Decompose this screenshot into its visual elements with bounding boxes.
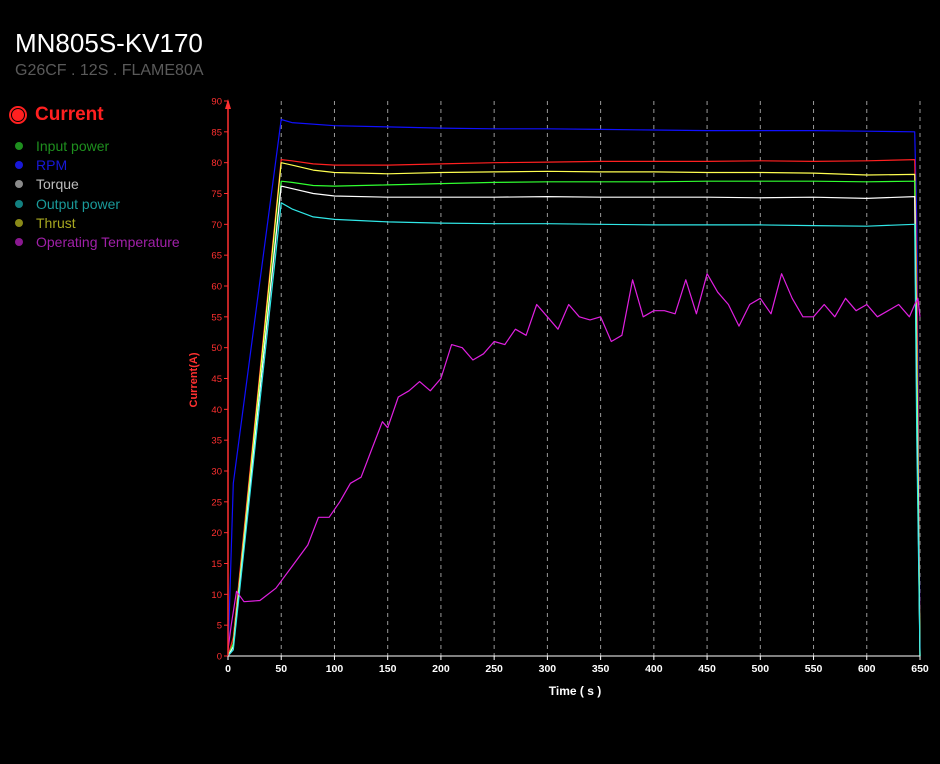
x-tick-label-200: 200 [432, 663, 450, 675]
series-rpm [227, 118, 921, 657]
legend-label: Torque [36, 176, 79, 193]
series-torque [227, 185, 921, 657]
axes [224, 99, 921, 660]
legend-item-operating-temperature[interactable]: Operating Temperature [9, 232, 180, 251]
y-tick-label-70: 70 [211, 220, 222, 231]
legend-dot-icon [15, 160, 23, 169]
x-tick-label-500: 500 [752, 663, 770, 675]
y-tick-label-50: 50 [211, 343, 222, 354]
legend-label: Output power [36, 195, 121, 212]
series-output-power [227, 202, 921, 657]
x-tick-label-650: 650 [911, 663, 929, 675]
y-tick-label-55: 55 [211, 312, 222, 323]
legend-dot-icon [15, 180, 23, 189]
x-tick-label-450: 450 [698, 663, 716, 675]
x-tick-label-0: 0 [225, 663, 231, 675]
x-tick-label-50: 50 [275, 663, 287, 675]
gridlines [280, 101, 921, 656]
y-tick-label-0: 0 [217, 652, 222, 663]
series-operating-temperature [227, 273, 921, 650]
y-tick-label-80: 80 [211, 158, 222, 169]
tick-labels: 0 5 10 15 20 25 30 35 40 45 50 55 60 65 70 75 80 85 90 0 50 1… [211, 97, 928, 676]
legend-dot-icon [15, 218, 23, 227]
x-tick-label-100: 100 [326, 663, 344, 675]
y-tick-label-85: 85 [211, 127, 222, 138]
series-input-power [227, 180, 921, 657]
legend-item-thrust[interactable]: Thrust [9, 213, 180, 232]
x-tick-label-250: 250 [485, 663, 503, 675]
y-tick-label-30: 30 [211, 467, 222, 478]
legend-dot-icon [15, 238, 23, 247]
y-tick-label-65: 65 [211, 251, 222, 262]
legend-dot-icon [15, 141, 23, 150]
x-tick-label-550: 550 [805, 663, 823, 675]
legend-label: Input power [36, 137, 110, 154]
legend-label: RPM [36, 156, 68, 173]
series-current [227, 159, 921, 657]
legend-item-torque[interactable]: Torque [9, 175, 180, 194]
x-axis-label: Time ( s ) [549, 684, 601, 698]
chart-title: MN805S-KV170 [15, 28, 203, 58]
y-tick-label-75: 75 [211, 189, 222, 200]
legend-label-current: Current [35, 104, 104, 125]
x-tick-label-350: 350 [592, 663, 610, 675]
legend-dot-icon [15, 199, 23, 208]
legend-item-input-power[interactable]: Input power [9, 136, 180, 155]
y-tick-label-40: 40 [211, 405, 222, 416]
series-lines [227, 118, 921, 657]
x-tick-label-300: 300 [539, 663, 557, 675]
legend-label: Thrust [36, 214, 76, 231]
y-tick-label-25: 25 [211, 497, 222, 508]
y-tick-label-45: 45 [211, 374, 222, 385]
legend-item-output-power[interactable]: Output power [9, 194, 180, 213]
legend: Current Input power RPM Torque Output power… [9, 102, 180, 252]
y-axis-arrow-icon [225, 99, 231, 109]
legend-item-current[interactable]: Current [9, 102, 180, 128]
y-tick-label-15: 15 [211, 559, 222, 570]
legend-item-rpm[interactable]: RPM [9, 155, 180, 174]
y-tick-label-60: 60 [211, 282, 222, 293]
y-tick-label-20: 20 [211, 528, 222, 539]
y-axis-label: Current(A) [188, 352, 200, 407]
legend-list: Input power RPM Torque Output power Thrust Op… [9, 136, 180, 252]
y-tick-label-5: 5 [217, 621, 222, 632]
selected-series-icon [9, 106, 27, 124]
x-tick-label-150: 150 [379, 663, 397, 675]
y-tick-label-35: 35 [211, 436, 222, 447]
legend-label: Operating Temperature [36, 234, 180, 251]
series-thrust [227, 162, 921, 657]
x-tick-label-400: 400 [645, 663, 663, 675]
y-tick-label-90: 90 [211, 97, 222, 108]
chart-subtitle: G26CF . 12S . FLAME80A [15, 62, 204, 79]
x-tick-label-600: 600 [858, 663, 876, 675]
y-tick-label-10: 10 [211, 590, 222, 601]
